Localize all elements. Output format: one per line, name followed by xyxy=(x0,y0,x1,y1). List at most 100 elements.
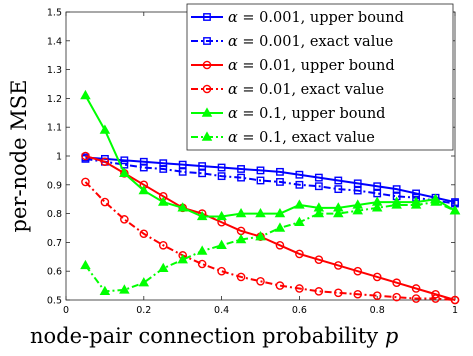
data-point xyxy=(100,157,110,167)
data-point xyxy=(274,222,286,232)
data-point xyxy=(353,266,363,276)
data-point xyxy=(353,289,363,299)
data-point xyxy=(295,249,304,259)
y-axis-ticks: 0.5 0.6 0.7 0.8 0.9 1 1.1 1.2 1.3 1.4 1.5 xyxy=(47,8,455,307)
data-point xyxy=(313,207,325,218)
data-point xyxy=(353,179,362,188)
data-point xyxy=(371,202,383,212)
data-point xyxy=(353,186,362,195)
data-point xyxy=(392,278,401,288)
legend-box xyxy=(186,3,454,151)
data-point xyxy=(198,162,207,170)
x-tick-label: 0 xyxy=(63,305,69,316)
y-tick-label: 0.5 xyxy=(47,296,62,307)
legend-label-text: = 0.001, upper bound xyxy=(238,10,404,26)
data-point xyxy=(157,262,169,273)
data-point xyxy=(119,167,130,177)
data-point xyxy=(392,185,401,194)
data-point xyxy=(138,184,150,195)
data-point xyxy=(119,284,130,294)
data-point xyxy=(217,266,226,276)
data-point xyxy=(314,255,324,264)
data-point xyxy=(295,180,304,189)
data-point xyxy=(333,207,344,218)
data-point xyxy=(81,154,90,163)
data-point xyxy=(410,199,422,209)
y-axis-label: per-node MSE xyxy=(7,80,31,233)
data-point xyxy=(274,207,286,218)
data-point xyxy=(255,231,266,241)
legend-marker xyxy=(202,60,212,70)
data-point xyxy=(80,89,91,100)
data-point xyxy=(333,288,343,298)
legend-marker xyxy=(202,84,212,94)
legend-label: α = 0.1, exact value xyxy=(228,130,375,146)
data-point xyxy=(255,207,266,218)
legend-marker xyxy=(201,107,213,117)
x-tick-label: 0.6 xyxy=(292,305,307,316)
data-point xyxy=(216,210,227,221)
legend-alpha-symbol: α xyxy=(228,130,238,146)
data-point xyxy=(217,163,226,172)
y-tick-label: 1.5 xyxy=(47,8,62,19)
data-point xyxy=(216,239,227,249)
data-point xyxy=(120,156,129,165)
data-point xyxy=(198,169,207,178)
data-point xyxy=(295,170,304,179)
data-point xyxy=(411,294,421,303)
data-point xyxy=(81,177,90,187)
legend-label-text: = 0.01, exact value xyxy=(238,82,384,98)
data-point xyxy=(256,276,265,286)
data-point xyxy=(99,285,111,296)
data-point xyxy=(276,178,284,186)
data-point xyxy=(80,259,91,270)
data-point xyxy=(178,167,187,176)
legend-label-text: = 0.001, exact value xyxy=(238,34,393,50)
legend-marker xyxy=(201,131,213,141)
legend-alpha-symbol: α xyxy=(228,106,238,122)
data-point xyxy=(373,182,382,191)
y-tick-label: 1.4 xyxy=(47,36,62,47)
data-point xyxy=(334,185,343,194)
series-4 xyxy=(81,177,460,305)
legend-entry: α = 0.001, upper bound xyxy=(191,10,404,26)
y-tick-label: 0.6 xyxy=(47,267,62,278)
data-point xyxy=(392,292,401,302)
data-point xyxy=(411,284,421,293)
legend-label: α = 0.1, upper bound xyxy=(228,106,385,122)
data-point xyxy=(256,166,265,175)
data-point xyxy=(294,216,305,226)
legend-entry: α = 0.1, upper bound xyxy=(191,106,385,122)
legend-entry: α = 0.01, exact value xyxy=(191,82,384,98)
data-point xyxy=(275,240,285,250)
legend-entry: α = 0.1, exact value xyxy=(191,130,375,146)
data-point xyxy=(158,240,168,250)
legend-alpha-symbol: α xyxy=(228,34,238,50)
data-point xyxy=(237,165,245,173)
data-point xyxy=(372,291,382,300)
legend-label: α = 0.01, upper bound xyxy=(228,58,395,74)
y-tick-label: 1.3 xyxy=(47,65,62,76)
legend-marker xyxy=(203,13,211,21)
data-point xyxy=(159,165,168,173)
legend-label: α = 0.001, upper bound xyxy=(228,10,404,26)
y-tick-label: 1.2 xyxy=(47,94,62,105)
data-point xyxy=(430,196,441,206)
data-point xyxy=(139,163,148,172)
data-point xyxy=(450,295,460,305)
legend-marker xyxy=(203,37,211,45)
x-tick-label: 0.4 xyxy=(214,305,229,316)
data-point xyxy=(236,272,246,282)
data-point xyxy=(333,261,343,270)
y-tick-label: 0.9 xyxy=(47,180,62,191)
data-point xyxy=(352,205,364,215)
data-point xyxy=(217,172,226,181)
legend-alpha-symbol: α xyxy=(228,58,238,74)
legend-label-text: = 0.01, upper bound xyxy=(238,58,395,74)
data-point xyxy=(120,215,129,224)
data-point xyxy=(178,160,187,169)
y-tick-label: 0.7 xyxy=(47,238,62,249)
data-point xyxy=(235,207,247,218)
data-point xyxy=(334,176,343,185)
